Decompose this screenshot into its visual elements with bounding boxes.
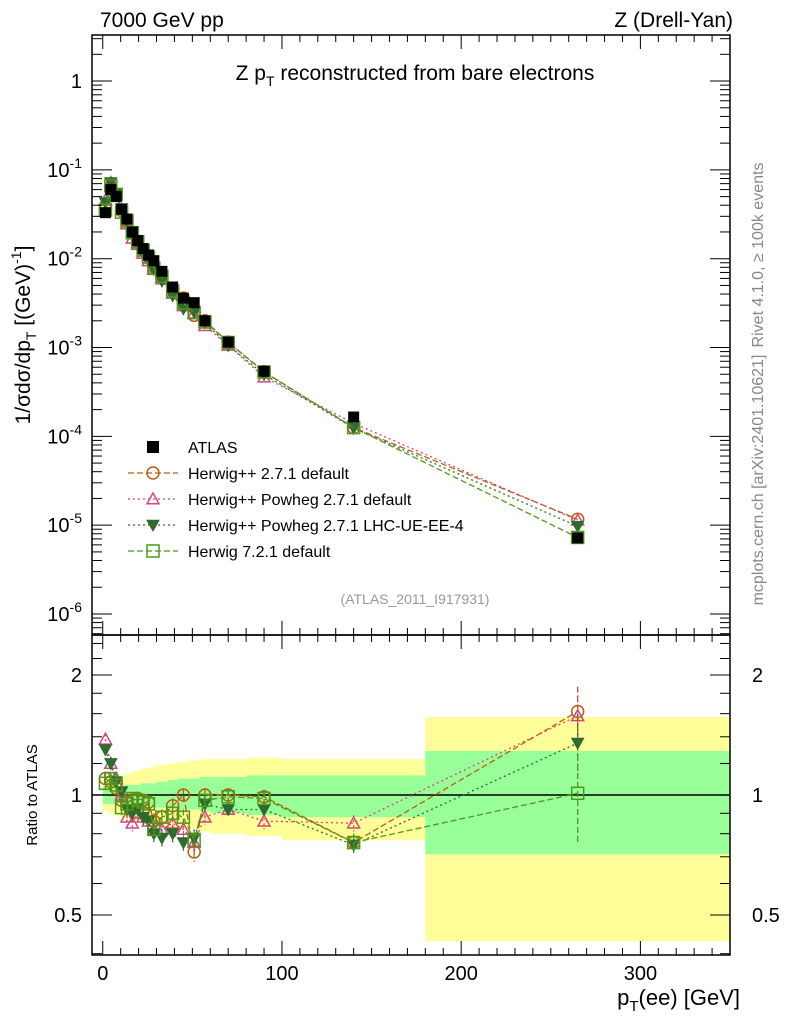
legend-marker <box>145 491 161 505</box>
series-point-ratio <box>119 809 135 823</box>
legend-marker-atlas <box>147 441 159 453</box>
series-point-ratio <box>141 797 156 811</box>
ratio-tick-label-right: 2 <box>752 665 763 687</box>
data-point <box>156 265 168 277</box>
series-point-ratio <box>197 809 213 823</box>
legend-marker <box>146 519 160 533</box>
series-point-ratio <box>346 815 361 829</box>
data-point <box>148 255 160 267</box>
series-point-ratio <box>103 758 118 771</box>
series-point-main <box>98 197 113 210</box>
legend-label: Herwig++ Powheg 2.7.1 LHC-UE-EE-4 <box>188 518 464 535</box>
ratio-tick-label-right: 1 <box>752 785 763 807</box>
x-tick-label: 200 <box>444 963 477 985</box>
y-tick-label: 10-1 <box>47 155 82 182</box>
y-tick-label: 10-6 <box>47 599 82 626</box>
series-point-main <box>221 335 235 350</box>
series-point-ratio <box>147 822 161 837</box>
series-point-ratio <box>186 835 202 849</box>
ratio-tick-label-right: 0.5 <box>752 905 780 927</box>
data-point <box>177 292 189 304</box>
data-point <box>167 281 179 293</box>
x-tick-label: 0 <box>97 963 108 985</box>
legend-label: Herwig++ 2.7.1 default <box>188 466 350 483</box>
data-point <box>222 336 234 348</box>
data-point <box>142 249 154 261</box>
ratio-band-green <box>281 775 426 818</box>
series-point-ratio <box>176 788 191 802</box>
y-tick-label: 1 <box>71 71 82 93</box>
series-point-ratio <box>570 737 585 751</box>
series-point-ratio <box>187 833 201 848</box>
data-point <box>137 243 149 255</box>
data-point <box>116 203 128 215</box>
header-right: Z (Drell-Yan) <box>614 9 733 32</box>
chart-title: Z pT reconstructed from bare electrons <box>236 62 595 89</box>
series-point-ratio <box>125 815 140 829</box>
series-point-ratio <box>256 813 272 827</box>
data-point <box>121 213 133 225</box>
series-point-ratio <box>165 815 180 829</box>
series-point-ratio <box>221 804 236 817</box>
legend-label-atlas: ATLAS <box>188 440 238 457</box>
header-left: 7000 GeV pp <box>100 9 224 32</box>
side-rivet: Rivet 4.1.0, ≥ 100k events <box>750 163 767 348</box>
side-mcplots: mcplots.cern.ch [arXiv:2401.10621] <box>750 355 767 606</box>
data-point <box>99 207 111 219</box>
series-point-ratio <box>221 790 235 804</box>
data-point <box>126 226 138 238</box>
series-point-ratio <box>176 810 191 824</box>
data-point <box>110 191 122 203</box>
ratio-ylabel: Ratio to ATLAS <box>24 744 41 845</box>
y-tick-label: 10-3 <box>47 333 82 360</box>
legend: ATLAS Herwig++ 2.7.1 default Herwig++ Powh… <box>128 440 464 561</box>
legend-label: Herwig++ Powheg 2.7.1 default <box>188 492 412 509</box>
legend-label: Herwig 7.2.1 default <box>188 544 331 561</box>
series-point-main <box>570 520 585 534</box>
y-tick-label: 10-5 <box>47 510 82 537</box>
series-point-ratio <box>155 810 169 824</box>
series-point-main <box>570 530 585 545</box>
legend-marker <box>146 466 160 480</box>
series-point-ratio <box>165 828 180 841</box>
x-tick-label: 100 <box>265 963 298 985</box>
series-point-ratio <box>257 791 271 806</box>
y-tick-label: 10-4 <box>47 421 82 448</box>
series-point-ratio <box>570 786 585 801</box>
analysis-tag: (ATLAS_2011_I917931) <box>341 591 490 607</box>
y-axis-label: 1/σdσ/dpT [(GeV)-1] <box>8 246 39 425</box>
ratio-tick-label-left: 1 <box>71 785 82 807</box>
series-point-ratio <box>98 731 113 745</box>
series-point-ratio <box>165 806 180 821</box>
data-point <box>572 532 584 544</box>
ratio-tick-label-left: 0.5 <box>54 905 82 927</box>
data-point <box>105 184 117 196</box>
data-point <box>188 297 200 309</box>
series-point-ratio <box>346 835 361 850</box>
legend-marker <box>146 544 160 558</box>
data-point <box>132 235 144 247</box>
data-point <box>258 365 270 377</box>
series-point-ratio <box>198 793 212 808</box>
x-tick-label: 300 <box>624 963 657 985</box>
data-point <box>348 411 360 423</box>
data-point <box>199 315 211 327</box>
y-tick-label: 10-2 <box>47 244 82 271</box>
x-axis-label: pT(ee) [GeV] <box>617 985 740 1015</box>
series-point-ratio <box>109 778 123 792</box>
series-point-ratio <box>98 744 113 757</box>
ratio-band-green <box>188 778 200 810</box>
series-point-ratio <box>176 837 191 850</box>
series-line-main <box>104 184 578 539</box>
ratio-tick-label-left: 2 <box>71 665 82 687</box>
